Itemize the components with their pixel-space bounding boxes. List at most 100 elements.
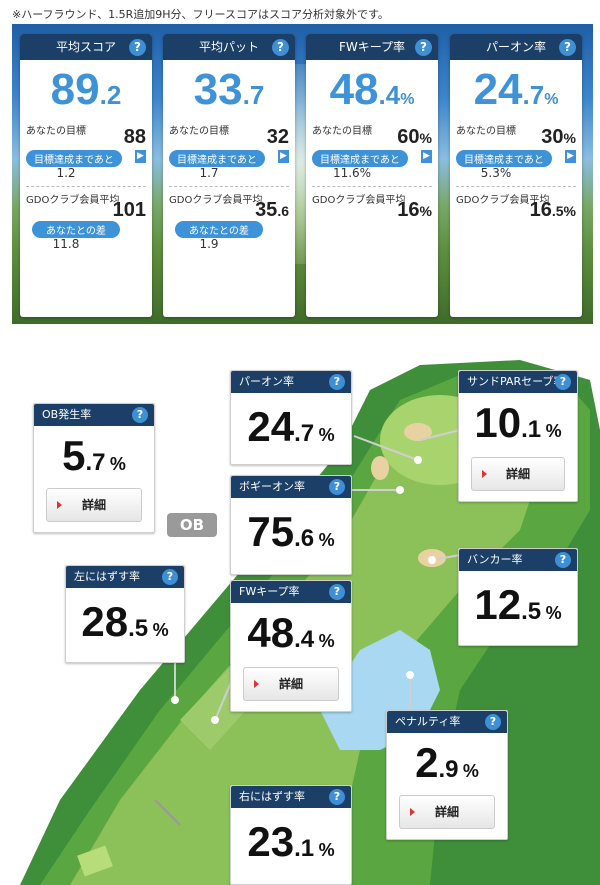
goal-row: あなたの目標 60%: [306, 120, 438, 148]
help-icon[interactable]: ?: [132, 407, 148, 423]
member-average-label: GDOクラブ会員平均: [312, 195, 406, 206]
help-icon[interactable]: ?: [485, 714, 501, 730]
help-icon[interactable]: ?: [129, 39, 146, 56]
stat-box-title: サンドPARセーブ率?: [459, 371, 577, 393]
help-icon[interactable]: ?: [329, 789, 345, 805]
card-main-value: 89.2: [50, 65, 122, 114]
stat-box-value: 48.4 %: [247, 609, 335, 656]
goal-row: あなたの目標 32: [163, 120, 295, 148]
difference-row: あなたとの差: [20, 219, 152, 238]
detail-button[interactable]: 詳細: [471, 457, 565, 491]
help-icon[interactable]: ?: [329, 479, 345, 495]
bunker: [371, 456, 389, 480]
goal-remaining-pill: 目標達成まであと: [456, 150, 552, 167]
stat-box-title: 右にはずす率?: [231, 786, 351, 808]
goal-value: 88: [123, 126, 146, 148]
difference-pill: あなたとの差: [32, 221, 120, 238]
member-average-label: GDOクラブ会員平均: [26, 195, 120, 206]
goal-value: 30%: [541, 126, 576, 148]
stat-box-title: ペナルティ率?: [387, 711, 507, 733]
member-average-value: 101: [112, 199, 146, 221]
summary-panel: 平均スコア? 89.2 あなたの目標 88 目標達成まであと ▶ 1.2 GDOクラ…: [12, 24, 593, 324]
goal-label: あなたの目標: [26, 126, 86, 137]
card-title: FWキープ率?: [306, 34, 438, 60]
goal-remaining-value: 5.3%: [480, 166, 512, 180]
bunker: [404, 423, 432, 441]
stat-box-title: パーオン率?: [231, 371, 351, 393]
stat-box-paron: パーオン率? 24.7 %: [230, 370, 352, 465]
help-icon[interactable]: ?: [162, 569, 178, 585]
summary-card: パーオン率? 24.7% あなたの目標 30% 目標達成まであと ▶ 5.3% GD…: [450, 34, 582, 317]
stat-box-value: 23.1 %: [247, 818, 335, 865]
stat-box-bogey: ボギーオン率? 75.6 %: [230, 475, 352, 575]
stat-box-title: 左にはずす率?: [66, 566, 184, 588]
member-average-row: GDOクラブ会員平均 101: [20, 189, 152, 221]
chevron-right-icon[interactable]: ▶: [565, 150, 576, 163]
stat-box-title: バンカー率?: [459, 549, 577, 571]
goal-remaining-row: 目標達成まであと ▶: [163, 148, 295, 167]
stat-box-value: 24.7 %: [247, 403, 335, 450]
detail-button[interactable]: 詳細: [399, 795, 495, 829]
stat-box-value: 2.9 %: [415, 739, 479, 786]
card-title: パーオン率?: [450, 34, 582, 60]
chevron-right-icon[interactable]: ▶: [421, 150, 432, 163]
goal-row: あなたの目標 88: [20, 120, 152, 148]
card-main-value: 48.4%: [329, 65, 415, 114]
stat-box-sand: サンドPARセーブ率? 10.1 % 詳細: [458, 370, 578, 502]
help-icon[interactable]: ?: [559, 39, 576, 56]
stat-box-fw: FWキープ率? 48.4 % 詳細: [230, 580, 352, 712]
stat-box-title: OB発生率?: [34, 404, 154, 426]
card-title: 平均スコア?: [20, 34, 152, 60]
goal-remaining-row: 目標達成まであと ▶: [306, 148, 438, 167]
stat-box-value: 5.7 %: [62, 432, 126, 479]
goal-remaining-value: 1.7: [199, 166, 219, 180]
goal-remaining-value: 1.2: [56, 166, 76, 180]
difference-value: 1.9: [199, 237, 219, 251]
goal-remaining-pill: 目標達成まであと: [312, 150, 408, 167]
goal-label: あなたの目標: [312, 126, 372, 137]
help-icon[interactable]: ?: [329, 374, 345, 390]
divider: [169, 186, 289, 187]
stat-box-ob: OB発生率? 5.7 % 詳細: [33, 403, 155, 533]
goal-label: あなたの目標: [169, 126, 229, 137]
detail-button[interactable]: 詳細: [46, 488, 142, 522]
goal-value: 60%: [397, 126, 432, 148]
summary-card: 平均スコア? 89.2 あなたの目標 88 目標達成まであと ▶ 1.2 GDOクラ…: [20, 34, 152, 317]
card-main-value: 24.7%: [473, 65, 559, 114]
card-main-value: 33.7: [193, 65, 265, 114]
goal-remaining-pill: 目標達成まであと: [169, 150, 265, 167]
detail-button[interactable]: 詳細: [243, 667, 339, 701]
triangle-right-icon: [410, 808, 415, 816]
goal-value: 32: [266, 126, 289, 148]
goal-remaining-row: 目標達成まであと ▶: [20, 148, 152, 167]
chevron-right-icon[interactable]: ▶: [135, 150, 146, 163]
difference-value: 11.8: [52, 237, 80, 251]
stat-box-title: FWキープ率?: [231, 581, 351, 603]
goal-label: あなたの目標: [456, 126, 516, 137]
difference-pill: あなたとの差: [175, 221, 263, 238]
member-average-value: 16.5%: [529, 199, 576, 221]
triangle-right-icon: [254, 680, 259, 688]
stat-box-value: 10.1 %: [474, 399, 562, 446]
triangle-right-icon: [57, 501, 62, 509]
chevron-right-icon[interactable]: ▶: [278, 150, 289, 163]
stat-box-penalty: ペナルティ率? 2.9 % 詳細: [386, 710, 508, 840]
help-icon[interactable]: ?: [415, 39, 432, 56]
help-icon[interactable]: ?: [329, 584, 345, 600]
stat-box-value: 75.6 %: [247, 508, 335, 555]
stat-box-bunker: バンカー率? 12.5 %: [458, 548, 578, 646]
member-average-label: GDOクラブ会員平均: [456, 195, 550, 206]
help-icon[interactable]: ?: [272, 39, 289, 56]
help-icon[interactable]: ?: [555, 374, 571, 390]
stat-box-right: 右にはずす率? 23.1 %: [230, 785, 352, 885]
stat-box-left: 左にはずす率? 28.5 %: [65, 565, 185, 663]
summary-card: 平均パット? 33.7 あなたの目標 32 目標達成まであと ▶ 1.7 GDOクラ…: [163, 34, 295, 317]
stat-box-value: 12.5 %: [474, 581, 562, 628]
help-icon[interactable]: ?: [555, 552, 571, 568]
course-map: OB OB発生率? 5.7 % 詳細 パーオン率? 24.7 % サンドPARセ…: [0, 330, 600, 885]
member-average-row: GDOクラブ会員平均 35.6: [163, 189, 295, 221]
ob-tag: OB: [167, 513, 217, 537]
member-average-value: 35.6: [255, 199, 289, 221]
goal-row: あなたの目標 30%: [450, 120, 582, 148]
card-title: 平均パット?: [163, 34, 295, 60]
